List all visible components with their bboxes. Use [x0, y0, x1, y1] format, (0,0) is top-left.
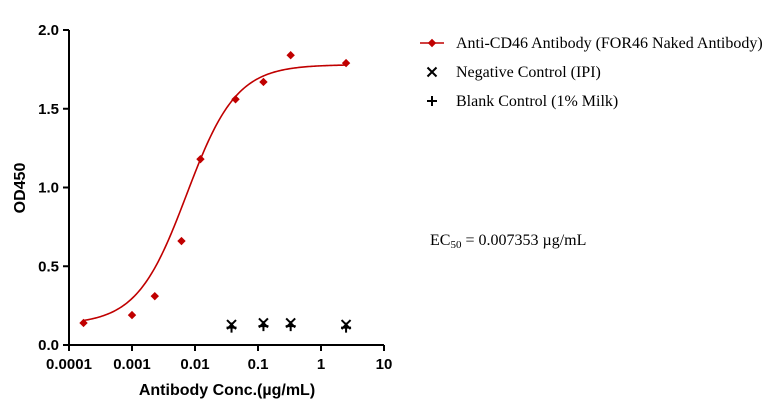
- y-axis-title: OD450: [12, 163, 29, 214]
- y-tick-label: 0.5: [38, 258, 59, 275]
- y-tick-label: 0.0: [38, 337, 59, 354]
- legend-label: Anti-CD46 Antibody (FOR46 Naked Antibody…: [456, 35, 763, 52]
- legend-label: Blank Control (1% Milk): [456, 93, 618, 110]
- data-marks: [79, 51, 352, 333]
- data-point-2-1: [258, 321, 269, 332]
- x-tick-label: 0.0001: [46, 356, 92, 373]
- ec50-prefix: EC: [430, 232, 450, 249]
- ec50-value: = 0.007353 µg/mL: [461, 232, 586, 249]
- ec50-annotation: EC50 = 0.007353 µg/mL: [430, 232, 586, 251]
- data-point-0-0: [79, 318, 88, 328]
- fit-curve: [83, 64, 347, 322]
- legend-marker: [427, 96, 437, 106]
- y-ticks: 0.0 0.5 1.0 1.5 2.0: [38, 22, 69, 354]
- y-tick-label: 1.0: [38, 180, 59, 197]
- y-tick-label: 2.0: [38, 22, 59, 39]
- data-point-0-2: [150, 291, 159, 301]
- data-point-0-8: [341, 58, 351, 68]
- data-point-0-4: [196, 154, 205, 164]
- x-tick-label: 0.01: [180, 356, 209, 373]
- data-point-2-2: [285, 321, 296, 332]
- legend: Anti-CD46 Antibody (FOR46 Naked Antibody…: [420, 35, 763, 110]
- data-point-2-0: [226, 322, 237, 333]
- x-tick-label: 1: [317, 356, 325, 373]
- y-tick-label: 1.5: [38, 101, 59, 118]
- data-point-0-6: [259, 77, 268, 87]
- x-ticks: 0.0001 0.001 0.01 0.1 1 10: [46, 345, 392, 373]
- data-point-0-7: [286, 51, 295, 60]
- axes: [68, 30, 384, 346]
- data-point-0-1: [127, 310, 137, 320]
- x-axis-title: Antibody Conc.(µg/mL): [139, 382, 315, 399]
- data-point-0-5: [231, 95, 240, 104]
- data-point-0-3: [177, 236, 186, 246]
- legend-label: Negative Control (IPI): [456, 64, 601, 81]
- legend-marker: [426, 66, 438, 78]
- ec50-subscript: 50: [450, 239, 462, 251]
- data-point-2-3: [341, 322, 352, 333]
- x-tick-label: 10: [376, 356, 393, 373]
- legend-marker: [427, 38, 437, 48]
- x-tick-label: 0.1: [248, 356, 269, 373]
- x-tick-label: 0.001: [113, 356, 151, 373]
